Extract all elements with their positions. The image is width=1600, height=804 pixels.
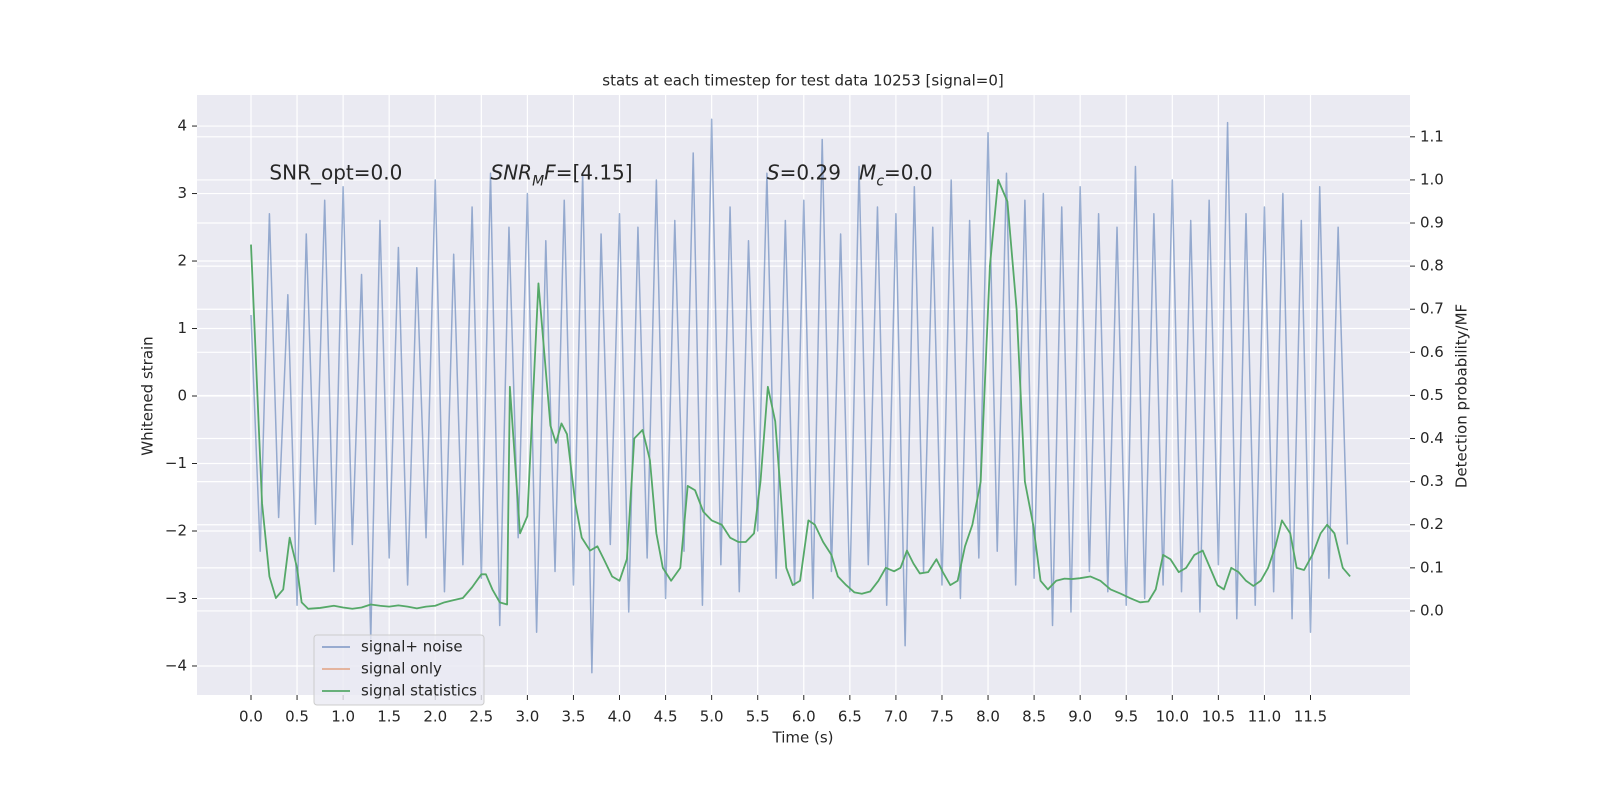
legend-box: [313, 634, 485, 706]
annotation-part: SNR_opt=0.0: [269, 160, 402, 184]
annotation-part: M: [859, 160, 876, 184]
annotation-part: SNR: [491, 160, 533, 184]
y2-axis-label: Detection probability/MF: [1453, 304, 1471, 488]
y-tick-label: 3: [177, 184, 187, 202]
x-tick-label: 0.0: [239, 708, 263, 726]
annotation-part: =[4.15]: [556, 160, 633, 184]
annotation-part: =0.29: [780, 160, 841, 184]
annotation: SNRMF=[4.15]: [491, 160, 633, 190]
legend: signal+ noise signal only signal statistic…: [313, 634, 485, 706]
y-tick-label: −3: [165, 589, 187, 607]
y-tick-label: −4: [165, 656, 187, 674]
x-tick-label: 7.0: [884, 708, 908, 726]
legend-label: signal only: [361, 660, 442, 678]
series-line: [250, 179, 1351, 610]
series-line: [250, 118, 1349, 674]
legend-label: signal statistics: [361, 682, 477, 700]
x-tick-label: 6.5: [838, 708, 862, 726]
x-tick-label: 5.5: [746, 708, 770, 726]
x-tick-label: 2.5: [469, 708, 493, 726]
x-tick-label: 9.5: [1114, 708, 1138, 726]
x-tick-label: 4.0: [608, 708, 632, 726]
chart-title: stats at each timestep for test data 102…: [602, 72, 1003, 90]
x-tick-label: 11.0: [1248, 708, 1281, 726]
x-tick-label: 2.0: [423, 708, 447, 726]
annotation-part: F: [544, 160, 556, 184]
x-axis-label: Time (s): [772, 729, 834, 747]
x-tick-label: 7.5: [930, 708, 954, 726]
x-tick-label: 10.0: [1156, 708, 1189, 726]
y2-tick-label: 0.5: [1420, 386, 1444, 404]
annotation-part: =0.0: [884, 160, 933, 184]
x-tick-label: 3.0: [515, 708, 539, 726]
x-tick-label: 11.5: [1294, 708, 1327, 726]
x-tick-label: 8.0: [976, 708, 1000, 726]
x-tick-label: 1.0: [331, 708, 355, 726]
annotation-part: S: [767, 160, 780, 184]
y2-tick-label: 0.2: [1420, 515, 1444, 533]
x-tick-label: 0.5: [285, 708, 309, 726]
y-tick-label: −2: [165, 521, 187, 539]
y2-tick-label: 0.6: [1420, 343, 1444, 361]
legend-label: signal+ noise: [361, 638, 463, 656]
x-tick-label: 9.0: [1068, 708, 1092, 726]
x-tick-label: 1.5: [377, 708, 401, 726]
x-tick-label: 8.5: [1022, 708, 1046, 726]
y2-tick-label: 0.4: [1420, 429, 1444, 447]
y2-tick-label: 0.9: [1420, 214, 1444, 232]
y2-tick-label: 0.1: [1420, 558, 1444, 576]
x-tick-label: 10.5: [1202, 708, 1235, 726]
y2-tick-label: 0.3: [1420, 472, 1444, 490]
x-tick-label: 6.0: [792, 708, 816, 726]
y2-tick-label: 1.0: [1420, 170, 1444, 188]
y2-tick-label: 0.8: [1420, 257, 1444, 275]
annotation: SNR_opt=0.0: [269, 160, 402, 184]
y2-tick-label: 0.7: [1420, 300, 1444, 318]
y2-tick-label: 0.0: [1420, 601, 1444, 619]
y-tick-label: 2: [177, 252, 187, 270]
x-tick-label: 3.5: [562, 708, 586, 726]
annotation: S=0.29: [767, 160, 841, 184]
x-tick-label: 4.5: [654, 708, 678, 726]
x-tick-label: 5.0: [700, 708, 724, 726]
annotation: Mc=0.0: [859, 160, 933, 190]
y2-tick-label: 1.1: [1420, 127, 1444, 145]
annotation-part: M: [532, 173, 544, 189]
y-tick-label: 0: [177, 387, 187, 405]
y-tick-label: 4: [177, 117, 187, 135]
y-tick-label: −1: [165, 454, 187, 472]
annotation-part: c: [876, 173, 884, 189]
y-tick-label: 1: [177, 319, 187, 337]
y-axis-label: Whitened strain: [139, 336, 157, 455]
